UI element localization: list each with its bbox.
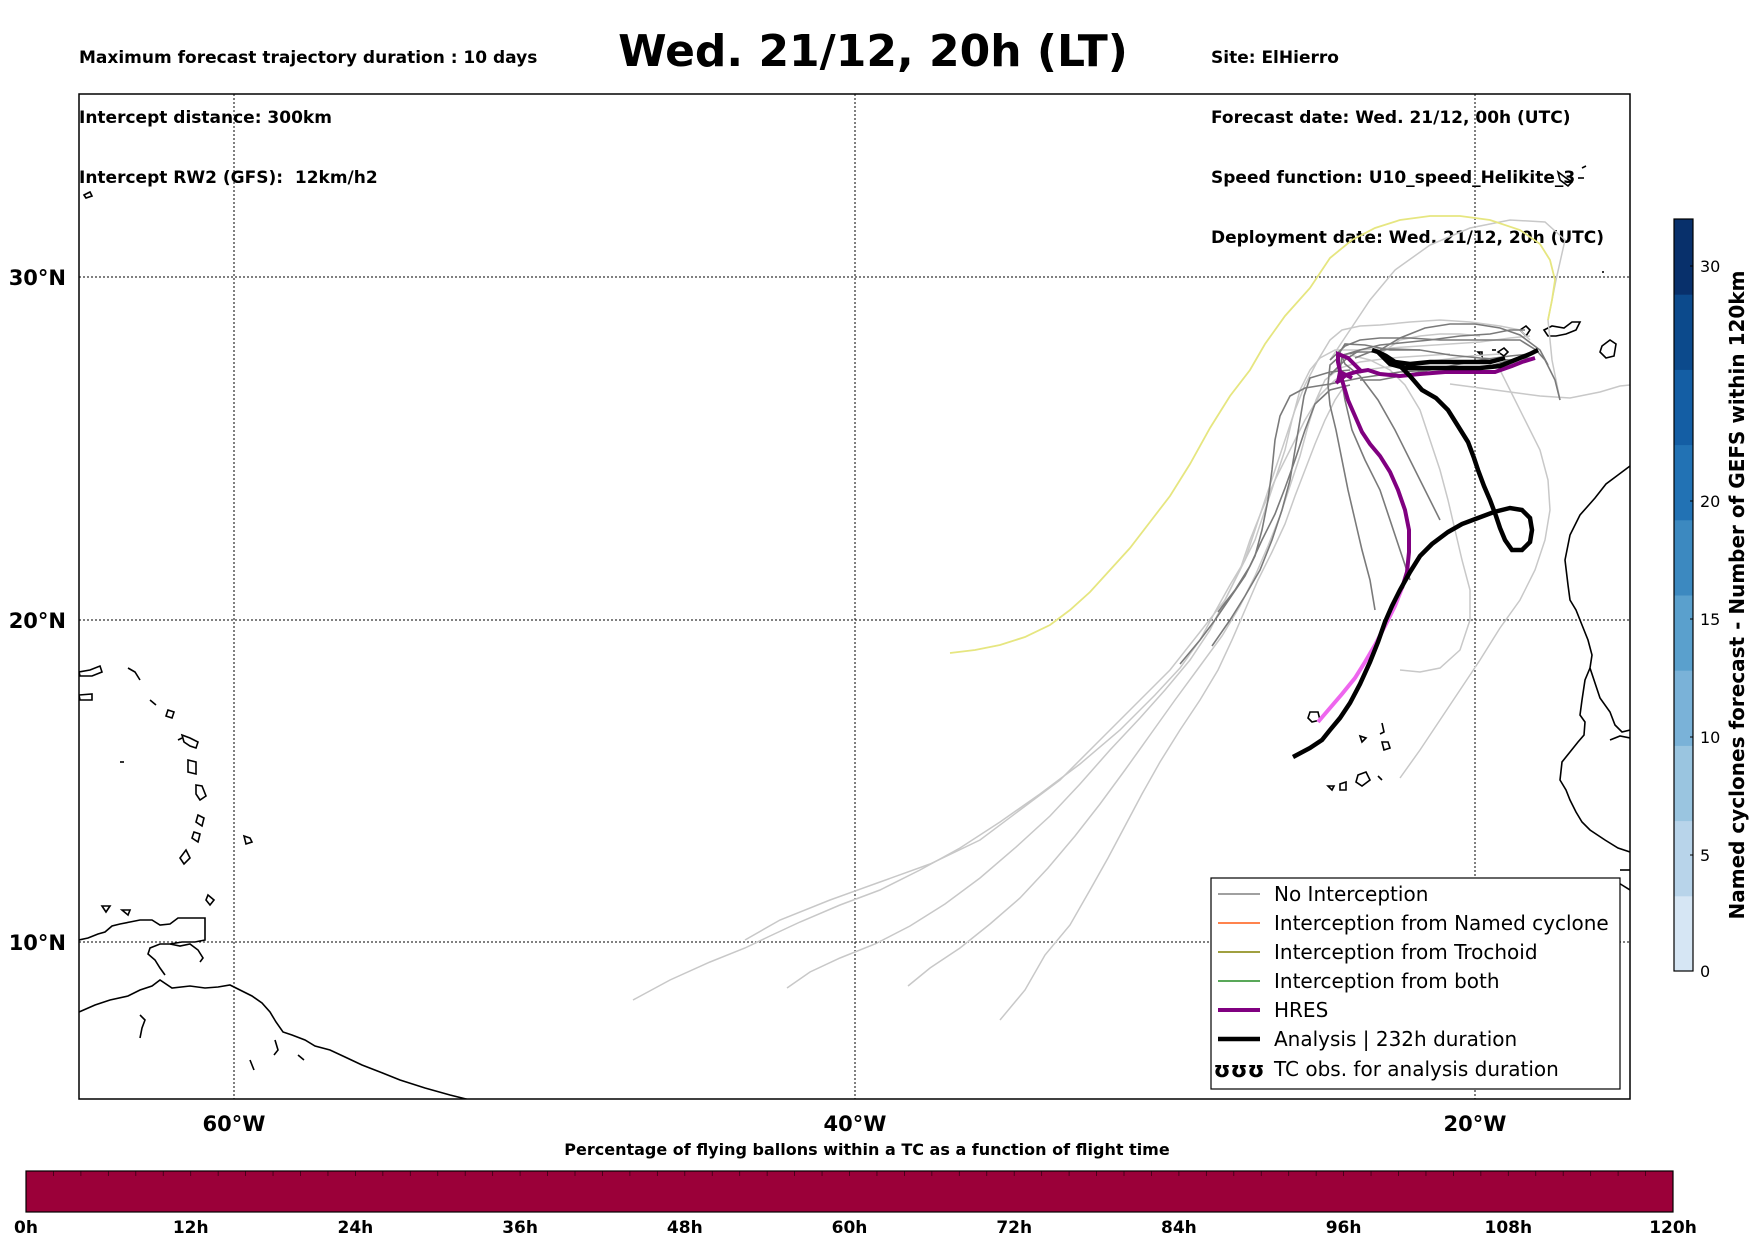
tc-percentage-bar-tick-label: 120h (1649, 1218, 1697, 1238)
header-right: Site: ElHierro Forecast date: Wed. 21/12… (1211, 8, 1604, 268)
cyclone-colorbar-cell (1674, 444, 1693, 521)
tc-percentage-bar-tick-label: 36h (502, 1218, 538, 1238)
hres-trajectory (1336, 351, 1411, 589)
tc-percentage-bar-tick-label: 60h (832, 1218, 868, 1238)
tc-percentage-bar-tick-label: 84h (1161, 1218, 1197, 1238)
cyclone-colorbar-tick-30: 30 (1700, 257, 1720, 276)
cyclone-colorbar-cell (1674, 294, 1693, 370)
speed-function-text: Speed function: U10_speed_Helikite_3 (1211, 168, 1576, 188)
legend-label-analysis: Analysis | 232h duration (1274, 1027, 1517, 1051)
legend-label-named-cyclone: Interception from Named cyclone (1274, 911, 1609, 935)
legend-label-hres: HRES (1274, 998, 1328, 1022)
tc-percentage-bar-ticks: 0h 12h 24h 36h 48h 60h 72h 84h 96h 108h 120h (14, 1218, 1697, 1238)
legend-label-tc-obs: TC obs. for analysis duration (1273, 1057, 1559, 1081)
map-title: Wed. 21/12, 20h (LT) (0, 22, 1752, 82)
legend-label-no-interception: No Interception (1274, 882, 1428, 906)
coastline-americas (79, 190, 470, 1099)
cyclone-colorbar-label: Named cyclones forecast - Number of GEFS… (1725, 271, 1749, 920)
tc-percentage-bar-tick-label: 0h (14, 1218, 38, 1238)
tc-percentage-bar-tick-label: 108h (1485, 1218, 1533, 1238)
map-title-text: Wed. 21/12, 20h (LT) (618, 26, 1128, 77)
cyclone-colorbar-cell (1674, 369, 1693, 446)
legend-label-trochoid: Interception from Trochoid (1274, 940, 1538, 964)
lat-tick-10n: 10°N (9, 931, 66, 955)
forecast-date-text: Forecast date: Wed. 21/12, 00h (UTC) (1211, 108, 1571, 128)
legend-box (1210, 877, 1621, 1090)
tc-percentage-bar: Percentage of flying ballons within a TC… (14, 1140, 1697, 1238)
header-left: Maximum forecast trajectory duration : 1… (79, 8, 537, 208)
intercept-distance-text: Intercept distance: 300km (79, 108, 332, 128)
tc-percentage-bar-fill (26, 1171, 1673, 1212)
no-interception-trajectories (1179, 323, 1561, 665)
tc-percentage-bar-tick-label: 12h (173, 1218, 209, 1238)
cyclone-colorbar: 0 5 10 15 20 30 Named cyclones forecast … (1673, 218, 1749, 981)
lon-tick-20w: 20°W (1444, 1112, 1507, 1136)
tc-percentage-bar-tick-label: 96h (1326, 1218, 1362, 1238)
tc-percentage-bar-tick-label: 24h (338, 1218, 374, 1238)
lat-tick-30n: 30°N (9, 266, 66, 290)
tc-percentage-bar-frame (25, 1170, 1674, 1213)
lon-tick-40w: 40°W (824, 1112, 887, 1136)
cyclone-colorbar-tick-0: 0 (1700, 962, 1710, 981)
cyclone-colorbar-cell (1674, 595, 1693, 671)
cyclone-colorbar-cell (1674, 670, 1693, 746)
cyclone-colorbar-cell (1674, 519, 1693, 596)
hres-trajectory-top (1334, 356, 1536, 385)
analysis-trajectory (1291, 347, 1540, 759)
trajectory-yellow (949, 215, 1556, 654)
deployment-date-text: Deployment date: Wed. 21/12, 20h (UTC) (1211, 228, 1605, 248)
tc-percentage-bar-tick-label: 48h (667, 1218, 703, 1238)
coastline-africa (1307, 165, 1630, 891)
site-text: Site: ElHierro (1211, 48, 1339, 68)
cyclone-colorbar-cell (1674, 895, 1693, 972)
cyclone-colorbar-tick-20: 20 (1700, 492, 1720, 511)
tc-percentage-bar-title: Percentage of flying ballons within a TC… (564, 1140, 1170, 1159)
lat-tick-20n: 20°N (9, 609, 66, 633)
cyclone-colorbar-tick-15: 15 (1700, 610, 1720, 629)
tc-percentage-bar-grid (53, 1171, 1646, 1176)
tc-percentage-bar-tick-label: 72h (996, 1218, 1032, 1238)
legend: ʊʊʊ No Interception Interception from Na… (1210, 877, 1621, 1090)
cyclone-colorbar-cell (1674, 219, 1693, 295)
legend-tc-symbol: ʊʊʊ (1214, 1058, 1265, 1083)
cyclone-colorbar-tick-10: 10 (1700, 728, 1720, 747)
cyclone-colorbar-cell (1674, 745, 1693, 822)
legend-label-both: Interception from both (1274, 969, 1500, 993)
cyclone-colorbar-cells (1674, 219, 1693, 972)
cyclone-colorbar-tick-5: 5 (1700, 846, 1710, 865)
hres-trajectory-pink (1316, 587, 1404, 724)
intercept-rw2-text: Intercept RW2 (GFS): 12km/h2 (79, 168, 378, 188)
cyclone-colorbar-cell (1674, 820, 1693, 897)
max-duration-text: Maximum forecast trajectory duration : 1… (79, 48, 538, 68)
map-frame (78, 93, 1631, 1100)
lon-tick-60w: 60°W (203, 1112, 266, 1136)
cyclone-colorbar-frame (1673, 218, 1694, 972)
